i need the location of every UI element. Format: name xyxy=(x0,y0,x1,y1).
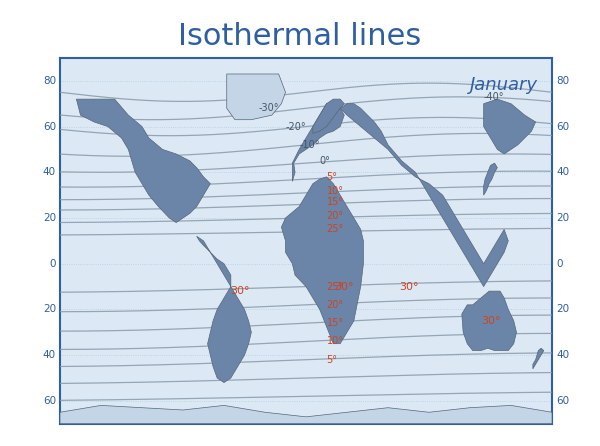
Polygon shape xyxy=(76,99,211,223)
Polygon shape xyxy=(281,177,364,344)
Text: 30°: 30° xyxy=(481,316,500,326)
Polygon shape xyxy=(227,74,286,120)
Polygon shape xyxy=(484,99,536,154)
Text: 80: 80 xyxy=(556,76,569,86)
Text: 25°: 25° xyxy=(326,224,344,235)
Text: 0: 0 xyxy=(556,259,563,268)
Text: 0°: 0° xyxy=(320,156,331,166)
Text: 25°: 25° xyxy=(326,281,344,292)
Text: -20°: -20° xyxy=(286,122,306,132)
Polygon shape xyxy=(60,405,552,424)
Text: 40: 40 xyxy=(556,350,569,360)
Text: 20: 20 xyxy=(43,305,56,314)
Text: 10°: 10° xyxy=(326,336,343,347)
Text: 60: 60 xyxy=(556,122,569,132)
Text: -30°: -30° xyxy=(258,103,278,113)
Text: 60: 60 xyxy=(556,396,569,406)
Text: 5°: 5° xyxy=(326,172,337,182)
Polygon shape xyxy=(462,291,517,351)
Text: 40: 40 xyxy=(43,167,56,177)
Text: 20: 20 xyxy=(556,213,569,223)
Text: 60: 60 xyxy=(43,396,56,406)
Text: -40°: -40° xyxy=(484,92,504,102)
Text: 30°: 30° xyxy=(399,281,418,292)
Text: January: January xyxy=(470,76,538,94)
Text: 20°: 20° xyxy=(326,211,344,221)
Text: -10°: -10° xyxy=(299,140,320,150)
Text: 30°: 30° xyxy=(335,281,354,292)
Text: 15°: 15° xyxy=(326,318,344,328)
Text: 80: 80 xyxy=(43,76,56,86)
Text: 0: 0 xyxy=(49,259,56,268)
Polygon shape xyxy=(313,99,344,133)
Polygon shape xyxy=(340,104,508,286)
Text: 10°: 10° xyxy=(326,186,343,195)
Text: 40: 40 xyxy=(43,350,56,360)
Text: 20°: 20° xyxy=(326,300,344,310)
Polygon shape xyxy=(292,104,344,182)
Text: 60: 60 xyxy=(43,122,56,132)
Text: 20: 20 xyxy=(556,305,569,314)
Polygon shape xyxy=(533,348,544,369)
Text: 30°: 30° xyxy=(230,286,250,296)
Text: 20: 20 xyxy=(43,213,56,223)
Text: Isothermal lines: Isothermal lines xyxy=(178,22,422,51)
Polygon shape xyxy=(484,163,497,195)
Polygon shape xyxy=(197,236,251,383)
Text: 5°: 5° xyxy=(326,355,337,365)
Text: 40: 40 xyxy=(556,167,569,177)
Text: 15°: 15° xyxy=(326,197,344,207)
